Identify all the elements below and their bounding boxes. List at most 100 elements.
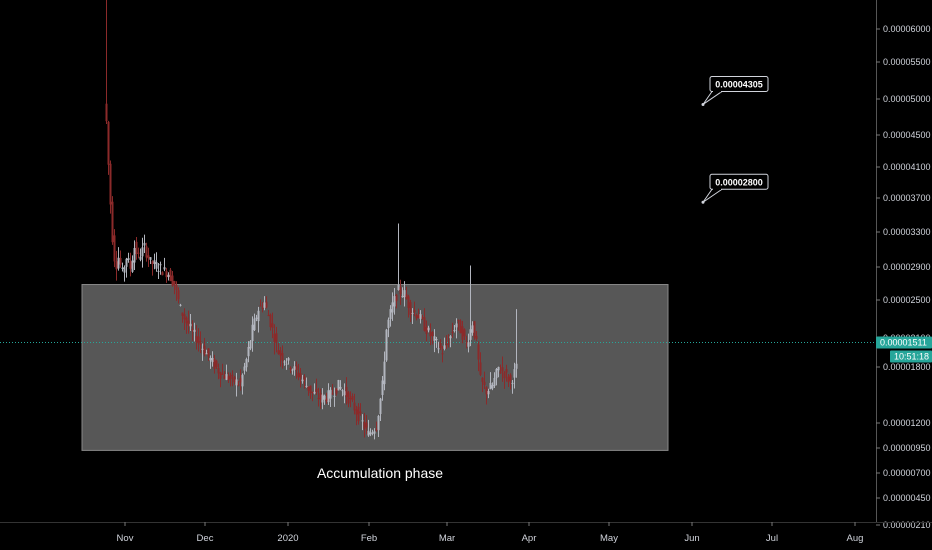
time-tick-label: Jul — [766, 533, 778, 544]
target-callout[interactable]: 0.00004305 — [701, 75, 769, 106]
candle-body — [247, 346, 250, 357]
candle-body — [121, 267, 124, 269]
callout-pointer — [702, 188, 723, 203]
candle-body — [403, 290, 406, 298]
candle-body — [157, 270, 160, 272]
target-price-label: 0.00002800 — [715, 177, 763, 187]
candle-body — [505, 369, 508, 373]
candle-body — [231, 374, 234, 376]
candle-body — [465, 341, 468, 343]
candle-body — [159, 264, 162, 266]
target-callout[interactable]: 0.00002800 — [701, 173, 769, 204]
candle-body — [289, 367, 292, 370]
candle-body — [315, 388, 318, 393]
candle-body — [105, 103, 108, 122]
callout-box — [709, 173, 769, 190]
candle-body — [197, 336, 200, 343]
candle-body — [469, 329, 472, 340]
candle-body — [489, 382, 492, 390]
candle-body — [427, 327, 430, 331]
candle-body — [511, 382, 514, 384]
time-tick-label: Dec — [197, 533, 214, 544]
candle-body — [475, 335, 478, 339]
candle-body — [137, 252, 140, 254]
candle-body — [513, 369, 516, 378]
candle-body — [107, 121, 110, 165]
price-tick-label: 0.00006000 — [883, 24, 931, 34]
candle-body — [125, 258, 128, 267]
candle-body — [495, 369, 498, 379]
candle-body — [189, 323, 192, 327]
candle-body — [421, 317, 424, 319]
candle-body — [237, 384, 240, 386]
candle-body — [255, 317, 258, 319]
candle-body — [263, 302, 266, 308]
candle-body — [335, 388, 338, 394]
candle-body — [365, 422, 368, 428]
candle-body — [367, 430, 370, 436]
candle-body — [447, 343, 450, 345]
callout-pointer — [702, 91, 723, 105]
candle-body — [303, 376, 306, 381]
candle-body — [173, 280, 176, 286]
candle-body — [411, 312, 414, 314]
candle-body — [225, 374, 228, 380]
candle-body — [499, 372, 502, 374]
price-tick-label: 0.00004500 — [883, 130, 931, 140]
candle-body — [259, 305, 262, 307]
countdown-badge: 10:51:18 — [890, 350, 932, 363]
candle-body — [395, 294, 398, 302]
candle-body — [283, 361, 286, 363]
candle-body — [393, 296, 396, 307]
accumulation-phase-label: Accumulation phase — [317, 465, 443, 481]
target-price-label: 0.00004305 — [715, 79, 763, 89]
candle-body — [361, 420, 364, 422]
candle-body — [345, 386, 348, 397]
candle-body — [415, 314, 418, 319]
time-tick-label: Nov — [117, 533, 134, 544]
candle-body — [479, 362, 482, 375]
candle-body — [433, 336, 436, 341]
candle-body — [377, 415, 380, 431]
candle-body — [459, 320, 462, 334]
candle-body — [477, 344, 480, 360]
candle-body — [119, 258, 122, 265]
candle-body — [285, 363, 288, 365]
candle-body — [143, 242, 146, 246]
candle-body — [195, 335, 198, 344]
candle-body — [503, 372, 506, 379]
candle-body — [165, 271, 168, 278]
time-axis[interactable]: Nov Dec 2020 Feb Mar Apr May Jun Jul Aug — [117, 522, 864, 544]
candle-body — [313, 391, 316, 394]
time-tick-label: Aug — [847, 533, 864, 544]
candle-body — [205, 353, 208, 355]
candle-body — [185, 317, 188, 324]
candle-body — [419, 314, 422, 319]
candle-body — [397, 284, 400, 291]
candle-body — [339, 386, 342, 389]
accumulation-zone[interactable] — [81, 284, 669, 451]
candle-body — [219, 372, 222, 379]
candle-body — [129, 261, 132, 269]
candle-body — [147, 255, 150, 259]
countdown-value: 10:51:18 — [894, 351, 929, 361]
candle-body — [429, 332, 432, 337]
candle-body — [199, 341, 202, 345]
price-tick-label: 0.00005500 — [883, 57, 931, 67]
candle-body — [257, 310, 260, 322]
candle-body — [363, 421, 366, 429]
time-tick-label: Feb — [361, 533, 377, 544]
price-tick-label: 0.00001800 — [883, 362, 931, 372]
candle-body — [417, 315, 420, 319]
candle-body — [369, 432, 372, 435]
candle-body — [491, 385, 494, 389]
price-tick-label: 0.00005000 — [883, 94, 931, 104]
candle-body — [179, 304, 182, 306]
candle-body — [299, 373, 302, 378]
price-tick-label: 0.00004100 — [883, 162, 931, 172]
candle-body — [409, 302, 412, 315]
candle-body — [151, 261, 154, 265]
candle-body — [271, 323, 274, 328]
